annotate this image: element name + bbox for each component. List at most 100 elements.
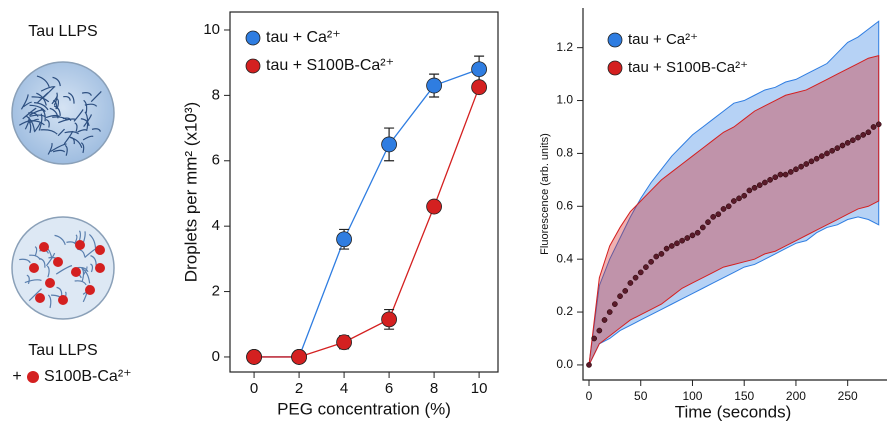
- legend-label: tau + S100B-Ca²⁺: [266, 57, 394, 74]
- data-point: [725, 203, 732, 210]
- fibril: [52, 149, 66, 153]
- illustration-label: Tau LLPS: [28, 23, 97, 40]
- data-point: [674, 240, 680, 247]
- data-point: [694, 229, 701, 236]
- fibril: [19, 120, 31, 126]
- fibril: [77, 266, 89, 273]
- data-point: [426, 198, 442, 215]
- fibril: [63, 95, 71, 101]
- y-tick-label: 6: [212, 152, 220, 169]
- fibril: [31, 96, 50, 103]
- fibril: [33, 102, 49, 111]
- data-point: [767, 177, 773, 183]
- illustration-label: Tau LLPS: [28, 342, 97, 359]
- protein-dot: [95, 245, 105, 255]
- data-point: [643, 264, 649, 270]
- fibril: [45, 119, 50, 128]
- data-point: [668, 243, 675, 249]
- data-point: [860, 132, 867, 138]
- x-tick-label: 150: [734, 389, 754, 403]
- fibril: [82, 135, 94, 141]
- data-point: [762, 179, 768, 186]
- data-point: [648, 258, 654, 265]
- fibril: [91, 128, 101, 132]
- data-point: [777, 171, 784, 178]
- protein-dot: [39, 242, 49, 252]
- data-point: [865, 129, 872, 136]
- data-point: [658, 251, 665, 257]
- illustration-label: +: [12, 368, 21, 385]
- data-point: [808, 158, 815, 165]
- data-point: [632, 274, 639, 281]
- fibril: [70, 136, 83, 149]
- data-point: [586, 362, 592, 368]
- y-tick-label: 0.8: [556, 146, 573, 160]
- data-point: [829, 147, 836, 154]
- fibril: [45, 114, 60, 119]
- data-point: [746, 187, 753, 194]
- protein-dot: [85, 285, 95, 295]
- x-tick-label: 200: [786, 389, 806, 403]
- fibril: [26, 274, 30, 285]
- y-tick-label: 0.6: [556, 198, 573, 212]
- legend-marker: [607, 32, 623, 48]
- y-tick-label: 0: [212, 348, 220, 365]
- data-point: [720, 206, 727, 212]
- fibril: [81, 268, 85, 282]
- fibril: [53, 105, 61, 116]
- fibril: [42, 86, 55, 99]
- illustration-label: S100B-Ca²⁺: [44, 368, 132, 385]
- data-point: [787, 169, 794, 175]
- data-point: [710, 214, 717, 220]
- fibril: [80, 118, 90, 127]
- data-point: [870, 124, 877, 130]
- fibril: [50, 143, 67, 153]
- x-tick-label: 0: [586, 389, 593, 403]
- fibril: [29, 114, 46, 118]
- fibril: [29, 104, 46, 112]
- data-point: [591, 335, 598, 342]
- y-tick-label: 2: [212, 283, 220, 300]
- data-point: [834, 145, 841, 151]
- fibril: [81, 92, 92, 96]
- x-tick-label: 6: [385, 380, 393, 397]
- series-line: [254, 68, 480, 358]
- x-tick-label: 8: [430, 380, 438, 397]
- fibril: [20, 94, 29, 110]
- fibril: [28, 288, 42, 302]
- fibril: [29, 118, 40, 123]
- fibril: [36, 75, 50, 88]
- x-tick-label: 50: [634, 389, 648, 403]
- fibril: [38, 113, 43, 131]
- legend-label: tau + Ca²⁺: [266, 29, 341, 46]
- fibril: [39, 258, 46, 268]
- legend-marker: [607, 60, 623, 76]
- x-axis-label: PEG concentration (%): [277, 399, 451, 418]
- data-point: [679, 237, 685, 244]
- data-point: [782, 171, 789, 178]
- x-tick-label: 0: [250, 380, 258, 397]
- y-tick-label: 0.4: [556, 251, 573, 265]
- data-point: [756, 182, 763, 188]
- data-point: [793, 166, 799, 173]
- data-point: [850, 137, 856, 144]
- illustration: Tau LLPS Tau LLPS + S100B-Ca²⁺: [11, 23, 132, 385]
- data-point: [772, 174, 779, 181]
- plot-area: [586, 20, 882, 368]
- data-point: [715, 211, 722, 218]
- protein-dot: [95, 263, 105, 273]
- fibril: [55, 265, 73, 275]
- y-tick-label: 0.2: [556, 304, 573, 318]
- protein-dot: [75, 240, 85, 250]
- fibril: [23, 101, 33, 108]
- fibril: [24, 279, 42, 284]
- fibril: [90, 90, 102, 103]
- data-point: [798, 163, 804, 170]
- fibril: [73, 109, 84, 122]
- fibril: [74, 234, 78, 244]
- data-point: [855, 134, 861, 141]
- y-axis-label: Fluorescence (arb. units): [539, 133, 551, 255]
- data-point: [705, 219, 711, 226]
- data-point: [471, 61, 487, 78]
